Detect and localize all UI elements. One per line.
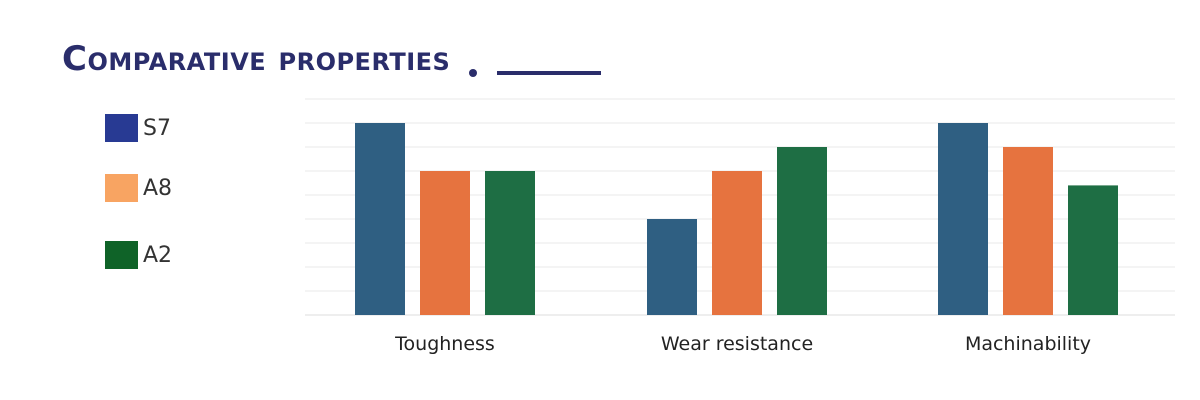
bar-a8-machinability	[1003, 147, 1053, 315]
title-underline-decoration	[497, 71, 601, 75]
bar-a8-toughness	[420, 171, 470, 315]
category-label: Wear resistance	[661, 333, 813, 355]
legend-label-s7: S7	[143, 115, 171, 141]
title-dot-decoration	[469, 69, 477, 77]
bar-a8-wear-resistance	[712, 171, 762, 315]
legend-item-a8: A8	[105, 173, 172, 203]
legend-item-s7: S7	[105, 113, 171, 143]
bar-a2-wear-resistance	[777, 147, 827, 315]
chart-title: Comparative properties	[62, 39, 451, 79]
legend-item-a2: A2	[105, 240, 172, 270]
legend-swatch-a2	[105, 241, 138, 269]
category-label: Machinability	[965, 333, 1091, 355]
bar-s7-machinability	[938, 123, 988, 315]
legend-label-a2: A2	[143, 242, 173, 268]
bar-s7-toughness	[355, 123, 405, 315]
legend-label-a8: A8	[143, 175, 173, 201]
legend-swatch-s7	[105, 114, 138, 142]
bar-a2-toughness	[485, 171, 535, 315]
legend-swatch-a8	[105, 174, 138, 202]
bar-a2-machinability	[1068, 185, 1118, 315]
bar-s7-wear-resistance	[647, 219, 697, 315]
category-label: Toughness	[394, 333, 495, 355]
